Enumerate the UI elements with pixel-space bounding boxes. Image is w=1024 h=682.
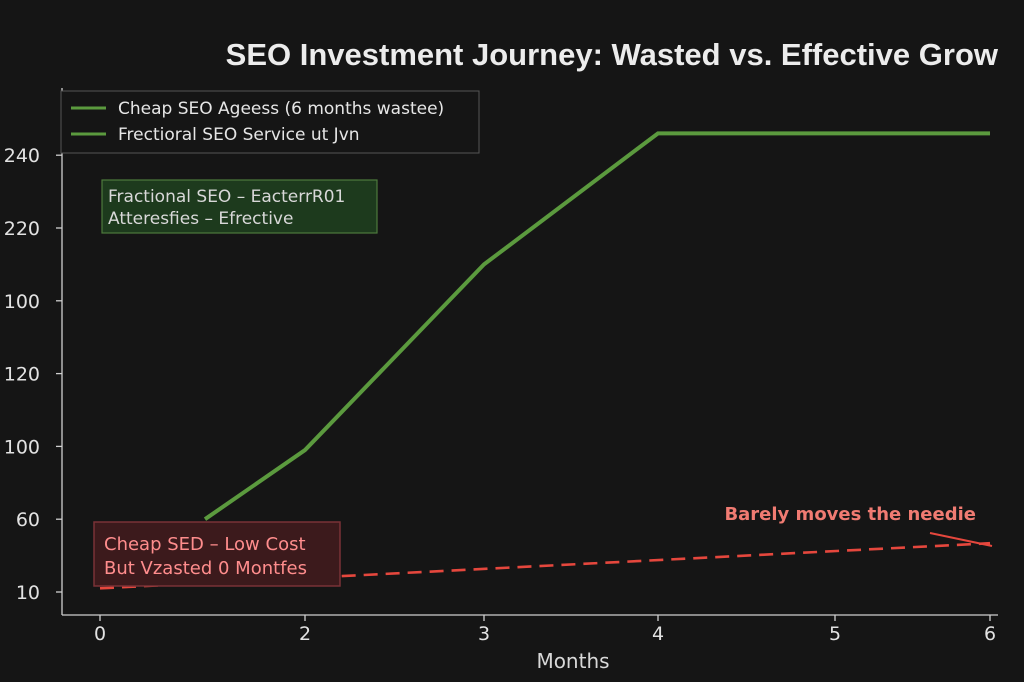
x-tick-label: 6: [984, 623, 996, 645]
needle-label: Barely moves the needie: [724, 504, 976, 525]
annotation-needle: Barely moves the needie: [724, 504, 993, 547]
legend-label-cheap-seo: Cheap SEO Ageess (6 months wastee): [118, 99, 444, 119]
x-axis-label: Months: [536, 649, 609, 673]
y-axis-ticks: 10 60 100 120 100 220 240: [4, 145, 62, 604]
annotation-box-red: [93, 521, 341, 587]
y-tick-label: 120: [4, 364, 40, 386]
annotation-box-green: [101, 179, 378, 234]
annotation-fractional-seo: Fractional SEO – EacterrR01 Atteresfies …: [101, 179, 378, 234]
series-line-fractional-seo: [203, 131, 990, 521]
x-tick-label: 0: [94, 623, 106, 645]
y-tick-label: 10: [16, 582, 40, 604]
x-tick-label: 3: [478, 623, 490, 645]
legend-label-fractional-seo: Frectioral SEO Service ut Jvn: [118, 125, 360, 145]
y-tick-label: 100: [4, 436, 40, 458]
annotation-red-line-2: But Vzasted 0 Montfes: [104, 558, 307, 579]
annotation-red-line-1: Cheap SED – Low Cost: [104, 534, 306, 555]
series-line-cheap-seo: [99, 541, 991, 590]
x-tick-label: 2: [299, 623, 311, 645]
y-tick-label: 60: [16, 509, 40, 531]
x-tick-label: 4: [652, 623, 664, 645]
y-tick-label: 100: [4, 291, 40, 313]
x-tick-label: 5: [829, 623, 841, 645]
legend-box: [60, 90, 480, 154]
annotation-cheap-seo: Cheap SED – Low Cost But Vzasted 0 Montf…: [93, 521, 341, 587]
x-axis-ticks: 0 2 3 4 5 6: [94, 615, 996, 645]
needle-arrow: [929, 532, 993, 547]
y-tick-label: 240: [4, 145, 40, 167]
y-tick-label: 220: [4, 218, 40, 240]
legend: Cheap SEO Ageess (6 months wastee) Frect…: [60, 90, 480, 154]
chart-title: SEO Investment Journey: Wasted vs. Effec…: [226, 37, 999, 72]
annotation-green-line-2: Atteresfies – Efrective: [108, 209, 293, 229]
annotation-green-line-1: Fractional SEO – EacterrR01: [108, 187, 345, 207]
